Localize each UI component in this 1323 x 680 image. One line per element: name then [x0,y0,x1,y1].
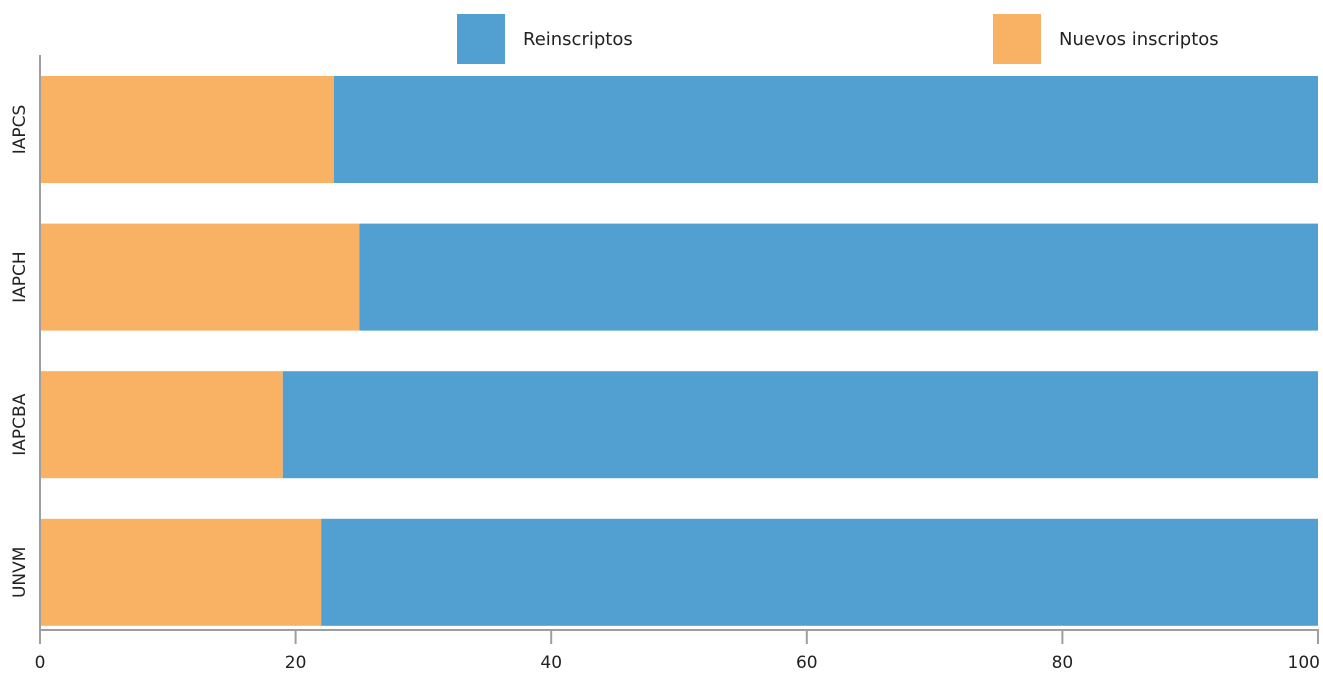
x-tick-label-0: 0 [35,653,46,673]
y-label-iapch: IAPCH [10,251,30,303]
bar-iapch-nuevos-inscriptos [40,223,360,331]
bar-iapcba-nuevos-inscriptos [40,371,283,479]
legend-item-reinscriptos: Reinscriptos [457,13,633,65]
bar-iapcba-reinscriptos [282,371,1318,479]
x-tick-label-100: 100 [1288,653,1320,673]
x-tick-label-20: 20 [285,653,307,673]
legend-label-reinscriptos: Reinscriptos [523,28,633,50]
bar-iapcs-reinscriptos [333,76,1318,183]
x-tick-label-80: 80 [1052,653,1074,673]
y-label-iapcba: IAPCBA [10,393,30,455]
legend-swatch-nuevos-inscriptos [993,14,1041,64]
bar-iapcs-nuevos-inscriptos [40,76,334,183]
legend-swatch-reinscriptos [457,14,505,64]
legend-label-nuevos-inscriptos: Nuevos inscriptos [1059,28,1219,50]
x-tick-label-60: 60 [796,653,818,673]
bars-group [40,76,1318,626]
bar-unvm-reinscriptos [321,518,1318,626]
x-tick-label-40: 40 [540,653,562,673]
y-label-iapcs: IAPCS [10,105,30,155]
bar-iapch-reinscriptos [359,223,1318,331]
x-ticks-group: 0 20 40 60 80 100 [35,630,1320,673]
legend-item-nuevos-inscriptos: Nuevos inscriptos [993,13,1219,65]
y-label-unvm: UNVM [10,547,30,598]
y-labels-group: IAPCS IAPCH IAPCBA UNVM [10,105,30,598]
bar-unvm-nuevos-inscriptos [40,518,322,626]
